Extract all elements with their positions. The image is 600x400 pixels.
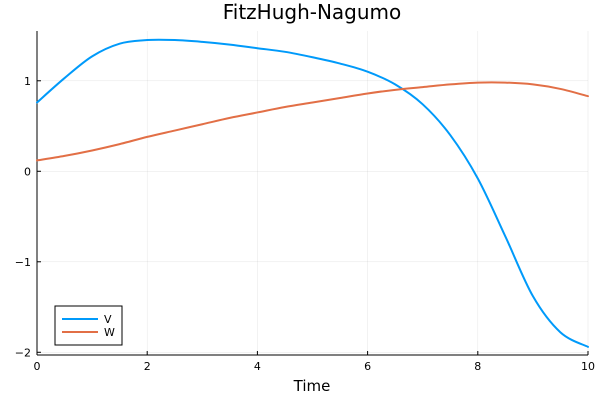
- legend: VW: [54, 305, 123, 346]
- y-tick-label: 0: [24, 165, 31, 178]
- y-tick-label: −1: [15, 256, 31, 269]
- x-tick-label: 10: [581, 360, 595, 373]
- legend-label-v: V: [104, 313, 112, 326]
- x-axis-label: Time: [293, 377, 331, 395]
- y-tick-label: −2: [15, 346, 31, 359]
- chart-title: FitzHugh-Nagumo: [223, 0, 402, 24]
- series-line-v: [36, 38, 589, 348]
- x-tick-label: 2: [144, 360, 151, 373]
- x-tick-label: 6: [364, 360, 371, 373]
- tick-labels: 0 2 4 6 8 10 −2 −1 0 1: [15, 75, 595, 373]
- x-tick-label: 8: [474, 360, 481, 373]
- series-lines: [36, 38, 589, 348]
- legend-box: [54, 305, 123, 346]
- x-tick-label: 0: [34, 360, 41, 373]
- legend-label-w: W: [104, 326, 115, 339]
- x-tick-label: 4: [254, 360, 261, 373]
- axes: [36, 31, 589, 356]
- y-tick-label: 1: [24, 75, 31, 88]
- grid: [36, 31, 589, 355]
- series-line-w: [36, 81, 589, 162]
